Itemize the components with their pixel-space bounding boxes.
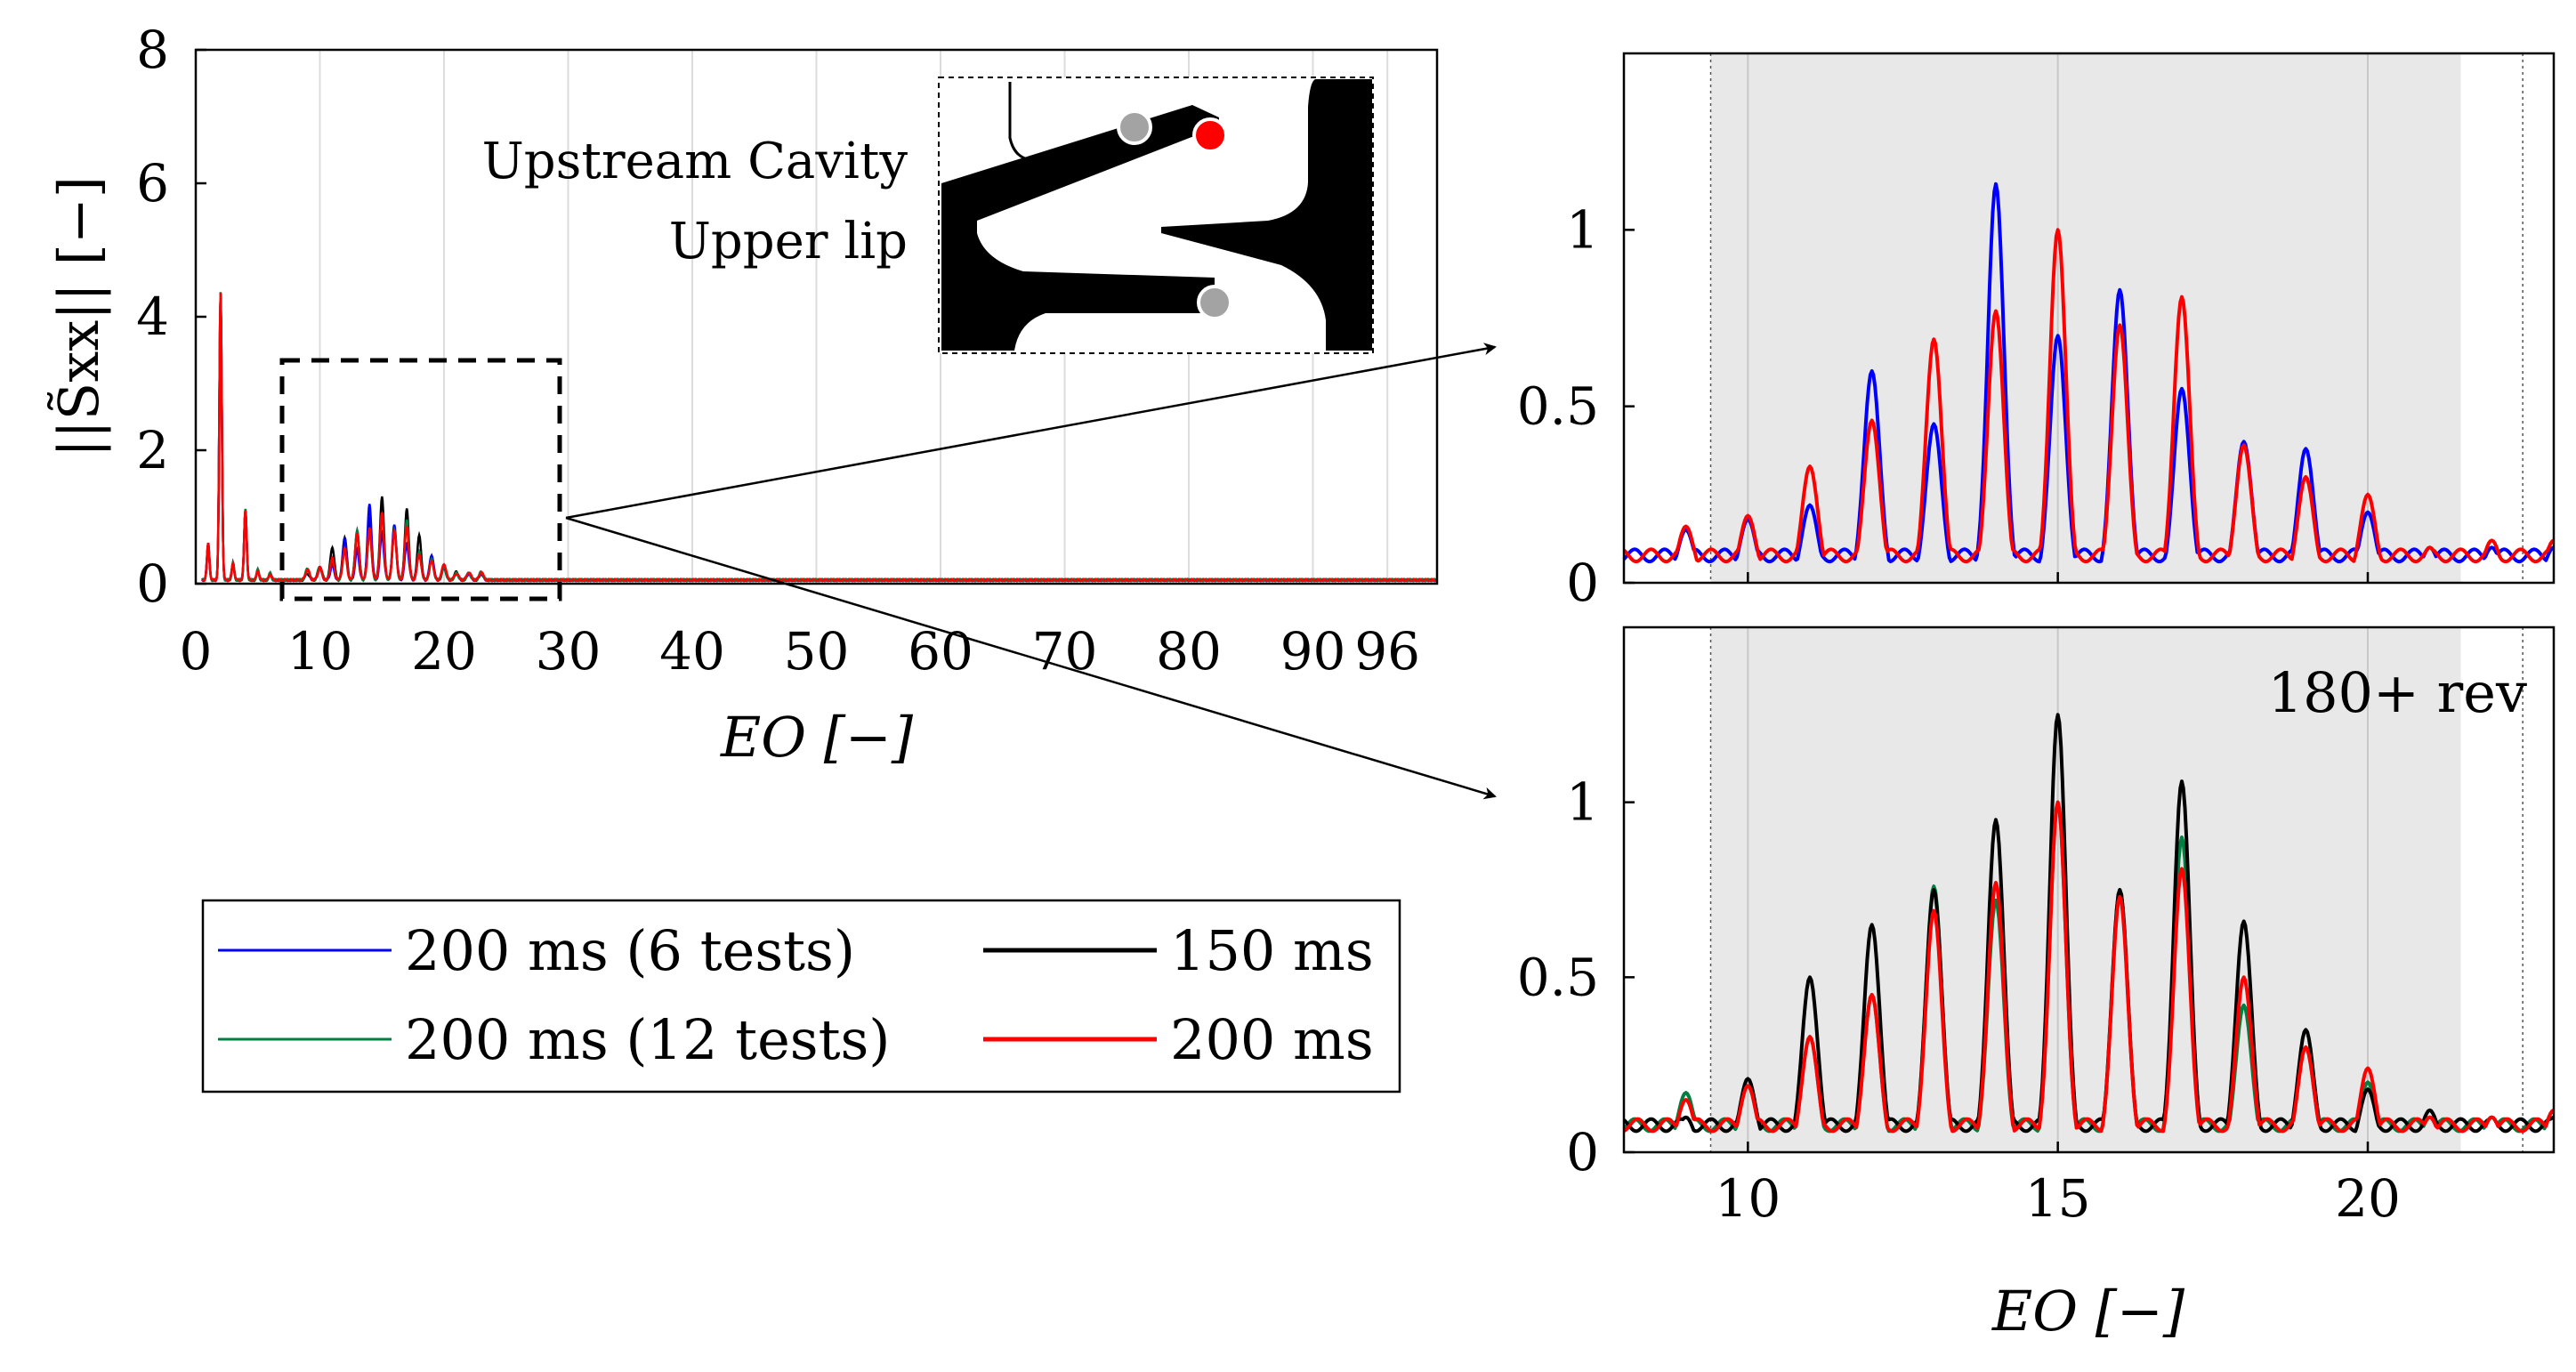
inset-wall xyxy=(1161,79,1372,351)
zb-xtick-label: 10 xyxy=(1715,1168,1781,1229)
inset-title-line1: Upstream Cavity xyxy=(482,133,908,190)
zt-ytick-label: 1 xyxy=(1566,199,1599,260)
legend: 200 ms (6 tests) 150 ms 200 ms (12 tests… xyxy=(201,899,1401,1094)
overview-xlabel: EO [−] xyxy=(720,705,914,770)
zt-series-line xyxy=(1622,228,2555,564)
legend-label-green: 200 ms (12 tests) xyxy=(405,1007,891,1072)
overview-xtick-label: 40 xyxy=(659,621,725,682)
zt-ytick-label: 0 xyxy=(1566,553,1599,613)
zb-xtick-label: 15 xyxy=(2025,1168,2091,1229)
zoom-top-ticks: 00.51 xyxy=(1517,199,2370,613)
overview-ytick-label: 6 xyxy=(136,153,169,214)
zb-series-line xyxy=(1623,800,2555,1134)
overview-xtick-label: 20 xyxy=(411,621,477,682)
zb-ytick-label: 0 xyxy=(1566,1122,1599,1182)
cavity-inset: Upstream Cavity Upper lip xyxy=(482,77,1374,354)
legend-label-black: 150 ms xyxy=(1170,918,1374,983)
inset-geometry xyxy=(941,105,1219,351)
overview-series xyxy=(201,292,1438,583)
zoom-bottom-ticks: 0 0.5 1 10 15 20 xyxy=(1517,772,2401,1229)
inset-rim xyxy=(1008,82,1033,162)
zoom-bottom-series xyxy=(1622,713,2555,1134)
zt-ytick-label: 0.5 xyxy=(1517,376,1599,437)
zb-ytick-label: 0.5 xyxy=(1517,947,1599,1007)
overview-series-line xyxy=(201,293,1438,583)
zoom-bottom-annotation: 180+ rev xyxy=(2268,660,2527,725)
overview-xtick-label: 80 xyxy=(1156,621,1222,682)
zoom-bottom-shade xyxy=(1710,627,2461,1152)
overview-xtick-label: 50 xyxy=(784,621,850,682)
overview-ytick-label: 2 xyxy=(136,420,169,480)
overview-xtick-label: 10 xyxy=(287,621,353,682)
overview-ytick-label: 4 xyxy=(136,287,169,347)
overview-ytick-label: 0 xyxy=(136,553,169,614)
sensor-highlighted xyxy=(1192,117,1228,153)
overview-xtick-label: 70 xyxy=(1032,621,1098,682)
zoom-top-series xyxy=(1622,182,2555,564)
overview-xtick-label: 30 xyxy=(536,621,602,682)
zoom-top-panel: 00.51 xyxy=(1517,52,2556,613)
inset-title-line2: Upper lip xyxy=(669,213,908,270)
zoom-bottom-xlabel: EO [−] xyxy=(1991,1279,2185,1344)
overview-ytick-label: 8 xyxy=(136,20,169,80)
arrow-to-bottom xyxy=(565,516,1497,800)
legend-label-red: 200 ms xyxy=(1170,1007,1374,1072)
overview-xtick-label: 0 xyxy=(180,621,213,682)
sensor-upstream xyxy=(1117,109,1152,145)
arrow-to-top xyxy=(565,343,1497,520)
sensor-lower xyxy=(1197,285,1232,320)
zoom-bottom-panel: 0 0.5 1 10 15 20 180+ rev EO [−] xyxy=(1517,625,2556,1344)
legend-label-blue: 200 ms (6 tests) xyxy=(405,918,855,983)
overview-xtick-label: 90 xyxy=(1280,621,1346,682)
zoom-top-shade xyxy=(1710,53,2461,583)
zoom-bottom-axes-frame xyxy=(1622,625,2556,1154)
zb-xtick-label: 20 xyxy=(2335,1168,2401,1229)
legend-box xyxy=(201,899,1401,1094)
zoom-box xyxy=(279,358,562,601)
overview-ylabel: ||S̃xx|| [−] xyxy=(46,176,111,457)
zoom-top-axes-frame xyxy=(1622,52,2556,585)
zb-ytick-label: 1 xyxy=(1566,772,1599,833)
overview-xtick-label: 96 xyxy=(1354,621,1420,682)
